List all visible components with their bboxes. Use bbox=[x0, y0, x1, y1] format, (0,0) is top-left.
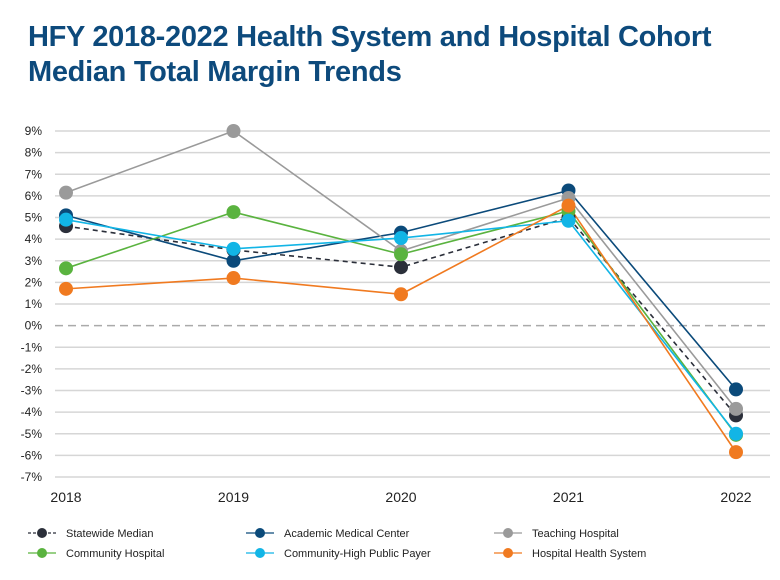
legend-item: Statewide Median bbox=[28, 528, 153, 540]
data-point bbox=[394, 231, 408, 246]
data-point bbox=[729, 401, 743, 416]
data-point bbox=[729, 382, 743, 397]
data-point bbox=[59, 185, 73, 200]
y-tick-label: 5% bbox=[25, 211, 43, 225]
y-tick-label: -5% bbox=[21, 427, 43, 441]
y-tick-label: -1% bbox=[21, 340, 43, 354]
data-point bbox=[394, 260, 408, 275]
legend-marker bbox=[503, 528, 513, 538]
y-tick-label: 1% bbox=[25, 297, 43, 311]
data-point bbox=[226, 271, 241, 286]
legend-item: Hospital Health System bbox=[494, 548, 646, 560]
legend-label: Community-High Public Payer bbox=[284, 548, 431, 560]
y-tick-label: 4% bbox=[25, 232, 43, 246]
legend-item: Community-High Public Payer bbox=[246, 548, 431, 560]
legend-label: Academic Medical Center bbox=[284, 528, 410, 540]
data-point bbox=[59, 281, 73, 296]
y-tick-label: -3% bbox=[21, 384, 43, 398]
y-tick-label: 8% bbox=[25, 146, 43, 160]
y-tick-label: 7% bbox=[25, 167, 43, 181]
y-tick-label: 9% bbox=[25, 124, 43, 138]
x-tick-label: 2020 bbox=[385, 489, 416, 505]
data-point bbox=[226, 241, 241, 256]
y-tick-label: -6% bbox=[21, 448, 43, 462]
data-point bbox=[59, 261, 73, 276]
x-tick-label: 2022 bbox=[720, 489, 751, 505]
y-tick-label: -4% bbox=[21, 405, 43, 419]
x-tick-label: 2019 bbox=[218, 489, 249, 505]
legend-marker bbox=[37, 548, 47, 558]
legend-marker bbox=[255, 548, 265, 558]
x-tick-label: 2018 bbox=[50, 489, 81, 505]
legend-label: Statewide Median bbox=[66, 528, 153, 540]
data-point bbox=[394, 287, 408, 302]
data-point bbox=[729, 426, 743, 441]
y-tick-label: 3% bbox=[25, 254, 43, 268]
data-point bbox=[561, 198, 576, 213]
data-point bbox=[226, 124, 241, 138]
legend-item: Teaching Hospital bbox=[494, 528, 619, 540]
legend-marker bbox=[37, 528, 47, 538]
data-point bbox=[729, 445, 743, 460]
data-point bbox=[226, 205, 241, 220]
legend-label: Teaching Hospital bbox=[532, 528, 619, 540]
y-tick-label: -7% bbox=[21, 470, 43, 484]
legend-label: Community Hospital bbox=[66, 548, 164, 560]
y-tick-label: -2% bbox=[21, 362, 43, 376]
legend-label: Hospital Health System bbox=[532, 548, 646, 560]
legend-item: Academic Medical Center bbox=[246, 528, 410, 540]
legend-item: Community Hospital bbox=[28, 548, 164, 560]
y-tick-label: 0% bbox=[25, 319, 43, 333]
x-tick-label: 2021 bbox=[553, 489, 584, 505]
data-point bbox=[226, 253, 241, 268]
legend-marker bbox=[503, 548, 513, 558]
legend-marker bbox=[255, 528, 265, 538]
y-tick-label: 2% bbox=[25, 275, 43, 289]
chart-title: HFY 2018-2022 Health System and Hospital… bbox=[28, 21, 712, 88]
data-point bbox=[561, 213, 576, 228]
data-point bbox=[394, 247, 408, 262]
data-point bbox=[59, 212, 73, 227]
y-tick-label: 6% bbox=[25, 189, 43, 203]
